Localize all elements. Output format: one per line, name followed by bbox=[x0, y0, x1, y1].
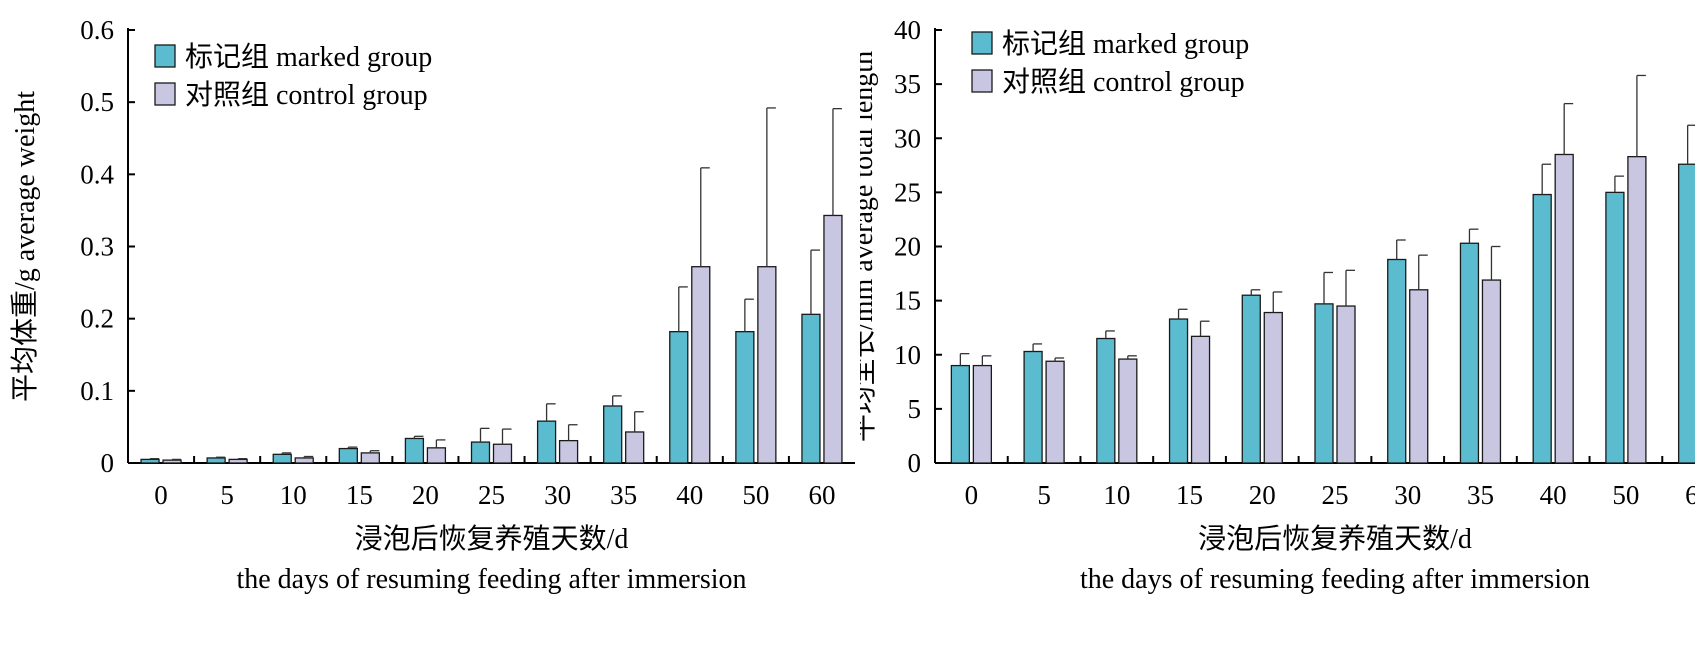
x-tick-label: 35 bbox=[1467, 480, 1494, 510]
weight-bar-chart: 0 0.1 0.2 0.3 0.4 0.5 0.6 0 5 10 15 20 25 30 35 40 50 60 标… bbox=[9, 15, 855, 595]
marked-bar-5 bbox=[1023, 350, 1043, 464]
weight-chart-panel: 0 0.1 0.2 0.3 0.4 0.5 0.6 0 5 10 15 20 25 30 35 40 50 60 标… bbox=[9, 15, 855, 595]
control-bar-30 bbox=[1409, 289, 1429, 464]
y-tick-label: 0 bbox=[101, 448, 115, 478]
legend-label: 对照组 control group bbox=[1002, 66, 1245, 98]
x-tick-label: 5 bbox=[220, 480, 234, 510]
y-tick-label: 0 bbox=[908, 448, 922, 478]
legend-swatch bbox=[154, 44, 176, 68]
control-bar-40 bbox=[1554, 153, 1574, 464]
y-tick-label: 20 bbox=[894, 232, 921, 262]
control-bar-15 bbox=[360, 452, 380, 464]
length-chart-panel: 0 5 10 15 20 25 30 35 40 0 5 10 15 20 25 30 35 40 50 60 标记组 … bbox=[860, 0, 1695, 654]
legend-label: 标记组 marked group bbox=[1002, 28, 1249, 60]
y-axis-title: 平均体重/g average weight bbox=[9, 91, 41, 402]
control-bar-60 bbox=[823, 214, 843, 464]
control-bar-10 bbox=[294, 457, 314, 464]
x-tick-label: 10 bbox=[1103, 480, 1130, 510]
control-bar-35 bbox=[1481, 279, 1502, 464]
y-tick-label: 0.1 bbox=[80, 376, 114, 406]
x-axis-title-en: the days of resuming feeding after immer… bbox=[1080, 564, 1590, 595]
marked-bar-40 bbox=[669, 331, 689, 464]
marked-bar-30 bbox=[536, 420, 557, 464]
marked-bar-5 bbox=[206, 457, 226, 464]
control-bar-0 bbox=[162, 459, 182, 464]
marked-bar-40 bbox=[1532, 193, 1552, 464]
marked-bar-10 bbox=[1096, 337, 1116, 464]
marked-bar-60 bbox=[1677, 163, 1695, 464]
y-tick-label: 30 bbox=[894, 123, 921, 153]
x-axis-title-cn: 浸泡后恢复养殖天数/d bbox=[355, 523, 629, 555]
y-tick-label: 0.3 bbox=[80, 232, 114, 262]
x-tick-label: 40 bbox=[1540, 480, 1567, 510]
y-tick-label: 5 bbox=[908, 394, 922, 424]
marked-bar-20 bbox=[1241, 294, 1261, 464]
control-bar-20 bbox=[1263, 311, 1283, 464]
y-tick-label: 35 bbox=[894, 69, 921, 99]
control-bar-5 bbox=[1045, 360, 1065, 464]
x-tick-label: 50 bbox=[742, 480, 769, 510]
marked-bar-50 bbox=[735, 331, 755, 464]
x-tick-label: 10 bbox=[280, 480, 307, 510]
x-tick-label: 30 bbox=[544, 480, 571, 510]
marked-bar-30 bbox=[1387, 258, 1407, 464]
x-tick-label: 0 bbox=[154, 480, 168, 510]
marked-bar-25 bbox=[1314, 303, 1334, 464]
marked-bar-35 bbox=[603, 405, 623, 464]
legend-label: 对照组 control group bbox=[185, 79, 428, 111]
x-tick-label: 60 bbox=[1685, 480, 1695, 510]
x-tick-label: 15 bbox=[346, 480, 373, 510]
marked-bar-15 bbox=[1168, 318, 1189, 464]
y-tick-label: 10 bbox=[894, 340, 921, 370]
y-tick-label: 40 bbox=[894, 15, 921, 45]
legend-swatch bbox=[971, 69, 993, 93]
marked-bar-0 bbox=[140, 458, 160, 464]
control-bar-50 bbox=[1627, 156, 1647, 464]
y-tick-label: 15 bbox=[894, 286, 921, 316]
marked-bar-0 bbox=[950, 364, 971, 464]
legend-label: 标记组 marked group bbox=[185, 41, 432, 73]
x-tick-label: 30 bbox=[1394, 480, 1421, 510]
x-tick-label: 25 bbox=[478, 480, 505, 510]
marked-bar-15 bbox=[338, 447, 358, 464]
marked-bar-60 bbox=[801, 313, 821, 464]
x-tick-label: 40 bbox=[676, 480, 703, 510]
y-tick-label: 0.5 bbox=[80, 87, 114, 117]
x-tick-label: 25 bbox=[1322, 480, 1349, 510]
x-tick-label: 50 bbox=[1612, 480, 1639, 510]
control-bar-50 bbox=[757, 266, 777, 464]
y-tick-label: 0.2 bbox=[80, 304, 114, 334]
y-tick-label: 25 bbox=[894, 177, 921, 207]
x-tick-label: 15 bbox=[1176, 480, 1203, 510]
legend-swatch bbox=[154, 82, 176, 106]
control-bar-35 bbox=[625, 431, 645, 464]
x-axis-title-cn: 浸泡后恢复养殖天数/d bbox=[1198, 523, 1472, 555]
control-bar-15 bbox=[1190, 335, 1211, 464]
marked-bar-50 bbox=[1605, 191, 1625, 464]
x-tick-label: 20 bbox=[1249, 480, 1276, 510]
control-bar-0 bbox=[972, 364, 993, 464]
control-bar-20 bbox=[426, 447, 447, 464]
marked-bar-35 bbox=[1459, 242, 1480, 464]
x-tick-label: 35 bbox=[610, 480, 637, 510]
y-tick-label: 0.6 bbox=[80, 15, 114, 45]
x-tick-label: 60 bbox=[808, 480, 835, 510]
control-bar-30 bbox=[558, 439, 579, 464]
length-bar-chart: 0 5 10 15 20 25 30 35 40 0 5 10 15 20 25 30 35 40 50 60 标记组 … bbox=[860, 15, 1695, 595]
control-bar-10 bbox=[1118, 358, 1138, 464]
control-bar-25 bbox=[1336, 305, 1356, 464]
y-tick-label: 0.4 bbox=[80, 159, 114, 189]
marked-bar-10 bbox=[272, 453, 292, 464]
marked-bar-25 bbox=[470, 441, 491, 464]
control-bar-25 bbox=[492, 443, 513, 464]
legend-swatch bbox=[971, 31, 993, 55]
x-tick-label: 5 bbox=[1037, 480, 1051, 510]
x-axis-title-en: the days of resuming feeding after immer… bbox=[236, 564, 746, 595]
x-tick-label: 0 bbox=[965, 480, 979, 510]
control-bar-5 bbox=[228, 458, 248, 464]
marked-bar-20 bbox=[404, 437, 425, 464]
y-axis-title: 平均全长/mm average total length bbox=[860, 51, 879, 442]
control-bar-40 bbox=[691, 266, 711, 464]
x-tick-label: 20 bbox=[412, 480, 439, 510]
